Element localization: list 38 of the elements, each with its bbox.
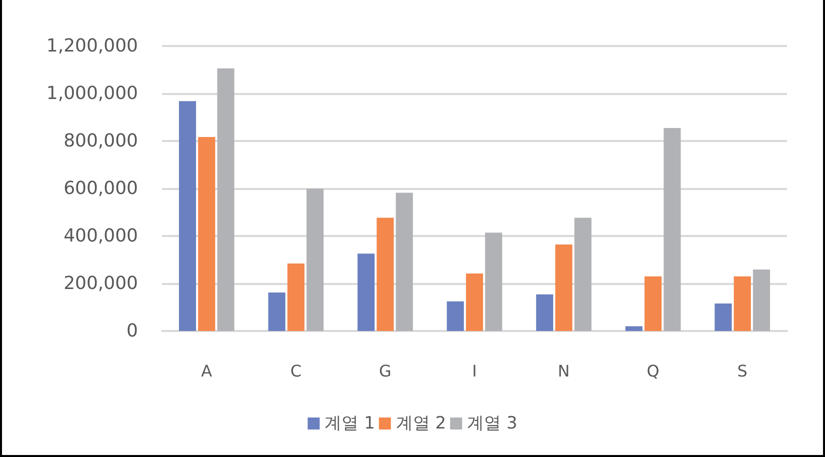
bar bbox=[396, 192, 413, 331]
bar bbox=[358, 254, 375, 331]
bar bbox=[268, 292, 286, 331]
bar bbox=[714, 303, 732, 331]
bar bbox=[178, 101, 196, 331]
x-tick-label: Q bbox=[646, 362, 660, 380]
y-tick-label: 200,000 bbox=[64, 273, 138, 294]
bar bbox=[376, 218, 394, 331]
y-tick-label: 1,200,000 bbox=[46, 36, 138, 56]
bar bbox=[485, 232, 502, 331]
bar bbox=[446, 301, 464, 331]
x-tick-label: C bbox=[290, 362, 302, 380]
bar bbox=[536, 294, 554, 331]
y-tick-label: 800,000 bbox=[64, 130, 138, 152]
bar bbox=[306, 188, 324, 331]
bar bbox=[555, 244, 572, 331]
bar bbox=[287, 264, 304, 331]
legend-label: 계열 2 bbox=[396, 414, 446, 434]
bar bbox=[734, 276, 751, 331]
legend-label: 계열 3 bbox=[467, 414, 518, 434]
bar bbox=[574, 218, 592, 331]
x-tick-label: I bbox=[472, 362, 477, 380]
x-tick-label: A bbox=[201, 362, 212, 380]
x-tick-label: G bbox=[379, 362, 392, 380]
y-tick-label: 600,000 bbox=[64, 178, 138, 199]
y-tick-label: 1,000,000 bbox=[46, 83, 138, 104]
x-tick-label: N bbox=[558, 362, 570, 380]
bar bbox=[625, 326, 642, 331]
y-tick-label: 0 bbox=[126, 320, 138, 342]
bar bbox=[752, 269, 770, 331]
bar bbox=[198, 136, 216, 331]
bar bbox=[466, 274, 484, 331]
y-tick-label: 400,000 bbox=[64, 226, 138, 246]
x-tick-label: S bbox=[737, 362, 748, 380]
bar bbox=[664, 128, 681, 331]
bar bbox=[644, 276, 662, 331]
legend-label: 계열 1 bbox=[324, 414, 375, 434]
bar bbox=[217, 68, 234, 331]
